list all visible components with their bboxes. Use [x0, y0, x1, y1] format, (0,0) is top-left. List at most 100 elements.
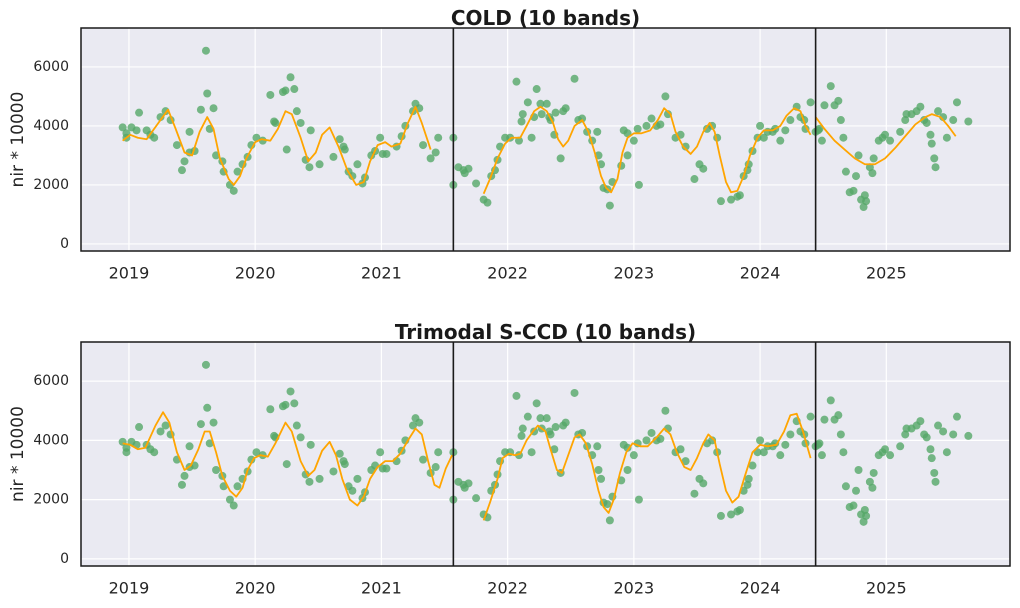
point — [886, 136, 895, 145]
point — [939, 113, 948, 122]
point — [209, 104, 218, 113]
point — [931, 163, 940, 172]
point — [536, 99, 545, 108]
point — [550, 445, 559, 454]
point — [896, 442, 905, 451]
point — [952, 412, 961, 421]
point — [542, 414, 551, 423]
point — [786, 430, 795, 439]
plot-frame — [80, 341, 1011, 567]
point — [551, 423, 560, 432]
point — [408, 421, 417, 430]
point — [597, 474, 606, 483]
point — [431, 463, 440, 472]
point — [185, 127, 194, 136]
point — [744, 474, 753, 483]
point — [781, 126, 790, 135]
point — [748, 461, 757, 470]
x-tick-label: 2019 — [109, 264, 150, 283]
subplot: 2019 2020 2021 2022 2023 2024 2025 0 2000 4000 600… — [8, 6, 1011, 283]
point — [642, 436, 651, 445]
point — [523, 98, 532, 107]
point — [629, 451, 638, 460]
point — [305, 163, 314, 172]
point — [623, 151, 632, 160]
point — [836, 430, 845, 439]
point — [517, 117, 526, 126]
point — [690, 489, 699, 498]
point — [756, 436, 765, 445]
point — [926, 445, 935, 454]
point — [180, 471, 189, 480]
x-tick-label: 2025 — [866, 264, 907, 283]
plot-background — [81, 28, 1010, 251]
point — [786, 116, 795, 125]
fit-line — [482, 105, 812, 195]
point — [841, 482, 850, 491]
chart-title: Trimodal S-CCD (10 bands) — [395, 320, 696, 344]
y-axis-label: nir * 10000 — [8, 406, 28, 502]
point — [281, 86, 290, 95]
y-tick-label: 2000 — [33, 492, 69, 508]
point — [371, 461, 380, 470]
point — [647, 428, 656, 437]
point — [252, 448, 261, 457]
point — [603, 500, 612, 509]
x-tick-label: 2020 — [235, 264, 276, 283]
point — [930, 468, 939, 477]
point — [156, 427, 165, 436]
x-tick-label: 2022 — [487, 579, 528, 598]
point — [854, 466, 863, 474]
point — [952, 98, 961, 107]
point — [934, 421, 943, 430]
point — [594, 466, 603, 474]
point — [551, 108, 560, 117]
point — [315, 474, 324, 483]
point — [296, 118, 305, 127]
point — [593, 127, 602, 136]
point — [434, 133, 443, 142]
point — [735, 506, 744, 514]
point — [203, 89, 212, 98]
point — [150, 133, 159, 142]
point — [348, 486, 357, 495]
point — [623, 466, 632, 474]
point — [382, 149, 391, 158]
point — [839, 448, 848, 457]
point — [335, 135, 344, 144]
point — [881, 445, 890, 454]
point — [156, 113, 165, 122]
point — [868, 169, 877, 178]
point — [708, 436, 717, 445]
point — [196, 420, 205, 429]
y-axis-label: nir * 10000 — [8, 92, 28, 188]
point — [916, 417, 925, 426]
point — [546, 430, 555, 439]
point — [292, 421, 301, 430]
point — [335, 449, 344, 458]
point — [699, 164, 708, 173]
point — [185, 442, 194, 451]
point — [266, 90, 275, 99]
point — [271, 118, 280, 127]
plot-frame — [80, 27, 1011, 252]
x-tick-label: 2019 — [109, 579, 150, 598]
point — [820, 415, 829, 424]
point — [642, 121, 651, 130]
point — [869, 468, 878, 477]
point — [934, 107, 943, 116]
point — [464, 479, 473, 488]
point — [376, 133, 385, 142]
point — [815, 439, 824, 448]
point — [676, 445, 685, 454]
point — [663, 110, 672, 119]
x-tick-label: 2021 — [361, 264, 402, 283]
point — [927, 454, 936, 463]
point — [826, 82, 835, 91]
point — [219, 482, 228, 491]
chart-title: COLD (10 bands) — [451, 6, 640, 30]
point — [286, 73, 295, 82]
point — [839, 133, 848, 142]
plot-background — [81, 342, 1010, 566]
